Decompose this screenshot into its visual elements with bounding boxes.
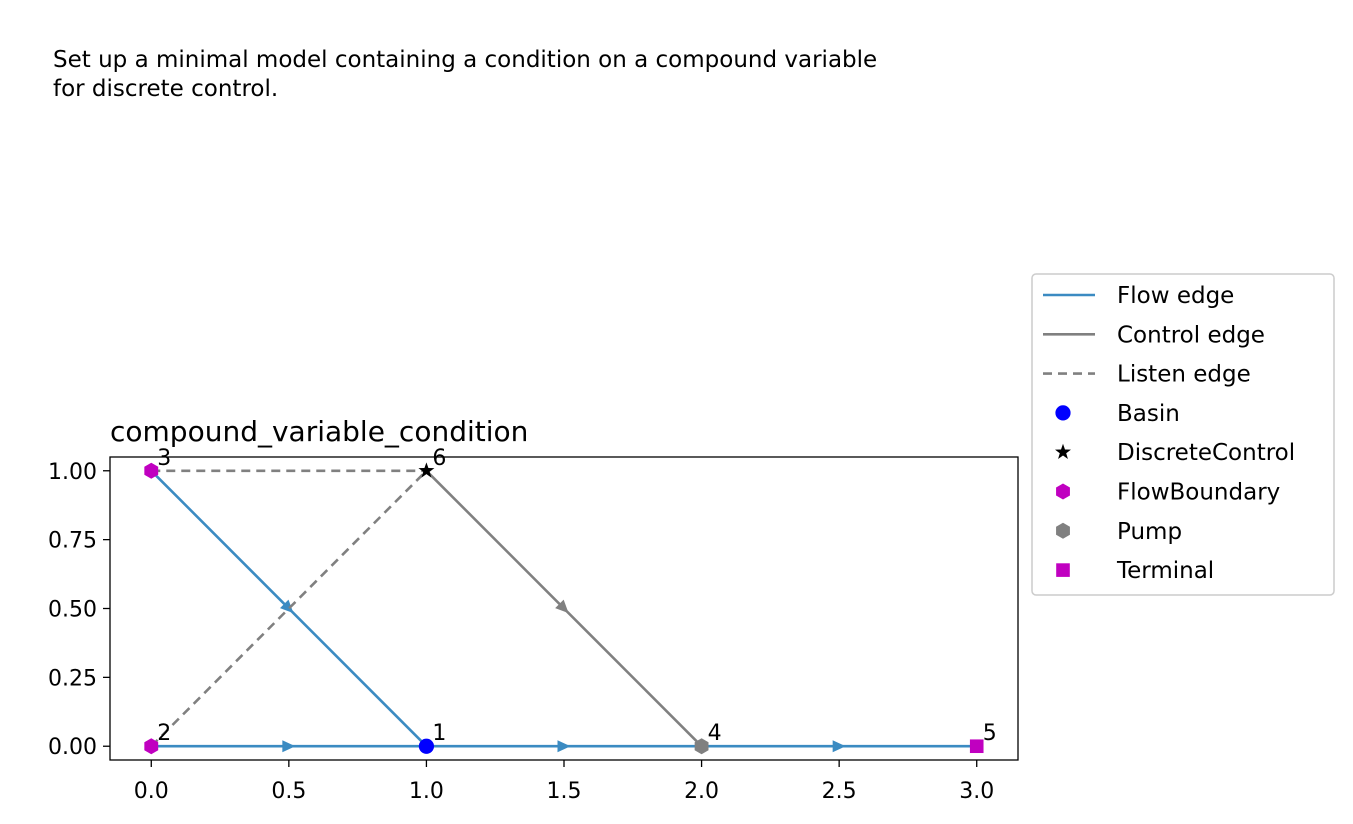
legend-marker: [1055, 443, 1071, 459]
pump-node: [694, 738, 709, 755]
x-axis: 0.0 0.5 1.0 1.5 2.0 2.5 3.0: [134, 760, 994, 804]
x-tick-label: 0.5: [271, 779, 306, 804]
legend-label: Pump: [1117, 519, 1182, 545]
legend-marker: [1056, 483, 1070, 500]
edges: [150, 469, 977, 753]
legend-label: Terminal: [1116, 558, 1214, 584]
legend-label: DiscreteControl: [1117, 440, 1295, 466]
figure-description: Set up a minimal model containing a cond…: [53, 46, 877, 104]
x-tick-label: 2.5: [822, 779, 857, 804]
flow-edge-arrow: [280, 599, 294, 614]
description-line-1: Set up a minimal model containing a cond…: [53, 47, 878, 73]
discrete-control-node: [418, 462, 435, 478]
description-line-2: for discrete control.: [53, 76, 279, 102]
flow-edge-arrow: [282, 740, 296, 753]
flow-boundary-node: [144, 738, 159, 755]
x-tick-label: 3.0: [959, 779, 994, 804]
node-label: 1: [432, 721, 446, 746]
legend-marker: [1056, 563, 1070, 577]
listen-edge: [150, 469, 428, 748]
y-tick-label: 0.25: [48, 666, 97, 691]
legend-marker: [1056, 522, 1070, 539]
node-label: 4: [708, 721, 722, 746]
x-tick-label: 1.5: [547, 779, 582, 804]
y-tick-label: 0.75: [48, 529, 97, 554]
node-label: 6: [432, 446, 446, 471]
node-label: 5: [983, 721, 997, 746]
control-edge-arrow: [555, 599, 569, 614]
basin-node: [418, 738, 435, 754]
legend-marker: [1055, 405, 1071, 421]
y-axis: 0.00 0.25 0.50 0.75 1.00: [48, 460, 110, 760]
legend-label: Basin: [1117, 401, 1180, 427]
y-tick-label: 0.00: [48, 735, 97, 760]
y-tick-label: 1.00: [48, 460, 97, 485]
legend: Flow edge Control edge Listen edge Basin Dis…: [1031, 273, 1335, 596]
x-tick-label: 0.0: [134, 779, 169, 804]
x-tick-label: 1.0: [409, 779, 444, 804]
legend-label: FlowBoundary: [1117, 480, 1280, 506]
flow-edge-arrow: [557, 740, 571, 753]
node-label: 3: [157, 446, 171, 471]
node-labels: 1 2 3 4 5 6: [157, 446, 996, 746]
legend-label: Flow edge: [1117, 283, 1234, 309]
legend-label: Control edge: [1117, 322, 1265, 348]
y-tick-label: 0.50: [48, 598, 97, 623]
flow-edge-arrow: [832, 740, 846, 753]
node-label: 2: [157, 721, 171, 746]
flow-boundary-node: [144, 462, 159, 479]
legend-label: Listen edge: [1117, 362, 1251, 388]
legend-frame: [1031, 273, 1335, 596]
chart-title: compound_variable_condition: [110, 415, 528, 448]
x-tick-label: 2.0: [684, 779, 719, 804]
nodes: [144, 462, 984, 755]
terminal-node: [969, 739, 984, 754]
